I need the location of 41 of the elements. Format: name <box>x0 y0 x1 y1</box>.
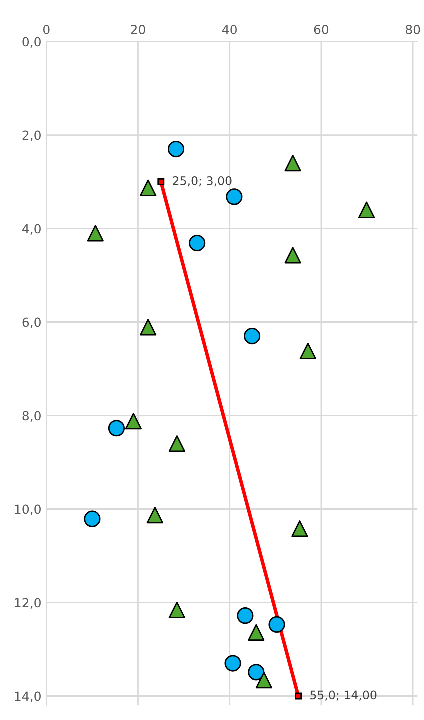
point <box>168 602 186 619</box>
annotation: 25,0; 3,00 <box>173 176 232 187</box>
point <box>125 413 142 430</box>
y-tick-label: 6,0 <box>22 318 41 328</box>
point <box>189 234 206 252</box>
point <box>248 664 265 681</box>
point <box>237 608 254 624</box>
x-tick-label: 80 <box>406 25 420 34</box>
point <box>292 520 308 538</box>
point <box>295 692 302 700</box>
point <box>300 342 316 360</box>
y-tick-label: 12,0 <box>15 598 41 609</box>
x-tick-label: 20 <box>131 25 146 34</box>
y-tick-label: 8,0 <box>22 411 41 422</box>
point <box>168 436 186 452</box>
x-tick-label: 40 <box>222 25 237 34</box>
point <box>268 616 286 634</box>
x-tick-label: 0 <box>43 25 50 34</box>
point <box>248 624 265 641</box>
y-tick-label: 2,0 <box>22 130 41 142</box>
point <box>168 140 185 158</box>
point <box>84 510 101 528</box>
point <box>284 155 302 172</box>
y-tick-label: 10,0 <box>15 504 41 516</box>
x-tick-label: 60 <box>314 25 329 34</box>
point <box>146 507 164 524</box>
y-tick-label: 0,0 <box>22 37 41 48</box>
point <box>108 420 126 437</box>
point <box>140 319 157 336</box>
point <box>158 178 165 186</box>
y-tick-label: 14,0 <box>15 692 41 702</box>
point <box>226 188 243 206</box>
point <box>284 247 302 264</box>
point <box>140 180 157 196</box>
annotation: 55,0; 14,00 <box>310 690 377 701</box>
y-tick-label: 4,0 <box>22 224 41 235</box>
point <box>256 672 273 689</box>
point <box>87 225 104 242</box>
point <box>358 202 376 218</box>
point <box>244 328 261 345</box>
point <box>224 655 242 672</box>
